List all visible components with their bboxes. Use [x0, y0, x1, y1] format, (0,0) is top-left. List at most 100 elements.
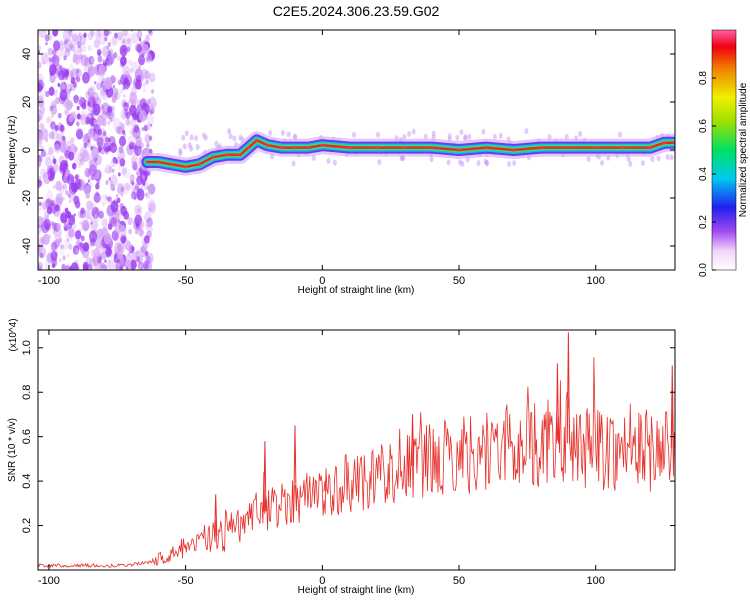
noise-blob: [92, 144, 96, 150]
noise-blob: [100, 251, 107, 260]
noise-blob: [60, 212, 68, 224]
noise-blob: [51, 100, 57, 109]
noise-blob: [446, 159, 451, 166]
spectrogram-ylabel: Frequency (Hz): [7, 116, 18, 185]
noise-blob: [122, 39, 126, 44]
noise-blob: [125, 118, 131, 126]
noise-blob: [119, 158, 126, 167]
colorbar-tick-label: 0.8: [698, 71, 709, 85]
noise-blob: [105, 164, 112, 175]
noise-blob: [66, 173, 75, 186]
noise-blob: [86, 112, 95, 125]
noise-blob: [56, 242, 59, 247]
noise-blob: [142, 181, 146, 186]
noise-blob: [147, 183, 156, 195]
noise-blob: [48, 131, 55, 140]
ridge-point: [594, 146, 598, 150]
noise-blob: [88, 164, 97, 177]
noise-blob: [100, 262, 105, 269]
y-tick-label: -20: [21, 190, 33, 206]
noise-blob: [45, 42, 48, 46]
noise-blob: [76, 105, 80, 111]
noise-blob: [57, 83, 61, 87]
noise-blob: [70, 262, 79, 270]
noise-blob: [38, 265, 41, 270]
noise-blob: [44, 259, 53, 270]
noise-blob: [512, 159, 517, 166]
noise-blob: [147, 30, 153, 34]
noise-blob: [103, 233, 112, 245]
noise-blob: [70, 68, 79, 81]
noise-blob: [61, 135, 66, 141]
snr-ylabel: SNR (10 * v/v): [7, 418, 18, 482]
noise-blob: [124, 32, 131, 42]
noise-blob: [94, 80, 97, 85]
noise-blob: [52, 30, 59, 37]
noise-blob: [83, 32, 87, 38]
noise-blob: [145, 221, 151, 230]
noise-blob: [102, 45, 110, 58]
y-tick-label: 0.4: [21, 473, 33, 488]
noise-blob: [122, 65, 131, 78]
noise-blob: [116, 250, 124, 260]
noise-blob: [147, 171, 150, 176]
noise-blob: [53, 226, 62, 239]
noise-blob: [123, 101, 127, 107]
y-tick-label: -40: [21, 238, 33, 254]
noise-blob: [115, 194, 119, 198]
noise-blob: [53, 40, 61, 51]
noise-blob: [132, 126, 141, 139]
noise-blob: [202, 132, 207, 139]
noise-blob: [600, 159, 605, 166]
noise-blob: [80, 235, 85, 242]
noise-blob: [136, 250, 139, 255]
noise-blob: [63, 30, 67, 33]
noise-blob: [38, 45, 42, 51]
noise-blob: [70, 44, 76, 52]
noise-blob: [54, 125, 59, 132]
noise-blob: [52, 230, 55, 234]
noise-blob: [55, 192, 64, 205]
snr-spike: [410, 414, 415, 466]
noise-blob: [143, 124, 149, 132]
noise-blob: [59, 89, 68, 102]
snr-xlabel: Height of straight line (km): [298, 585, 415, 596]
noise-blob: [143, 235, 150, 244]
noise-blob: [116, 31, 123, 41]
noise-blob: [145, 192, 150, 199]
noise-blob: [151, 89, 155, 94]
noise-blob: [107, 53, 115, 65]
noise-blob: [131, 181, 135, 186]
noise-blob: [114, 91, 120, 100]
ridge-point: [225, 153, 229, 157]
noise-blob: [62, 183, 68, 191]
ridge-point: [246, 146, 251, 150]
y-tick-label: 0.2: [21, 518, 33, 533]
noise-blob: [64, 108, 70, 116]
noise-blob: [131, 157, 137, 165]
noise-blob: [64, 207, 69, 213]
noise-blob: [91, 92, 99, 104]
noise-blob: [42, 60, 46, 65]
noise-blob: [74, 146, 79, 152]
noise-blob: [135, 230, 139, 235]
colorbar-label: Normalized spectral amplitude: [738, 82, 749, 217]
noise-blob: [132, 163, 138, 171]
noise-blob: [65, 100, 73, 111]
noise-blob: [326, 158, 331, 165]
x-tick-label: 0: [319, 575, 325, 587]
noise-blob: [64, 70, 70, 78]
ridge-point: [145, 160, 149, 164]
noise-blob: [81, 150, 90, 162]
noise-blob: [83, 63, 92, 76]
noise-blob: [96, 49, 102, 57]
noise-blob: [137, 208, 141, 214]
noise-blob: [86, 200, 94, 211]
noise-blob: [55, 89, 58, 94]
noise-blob: [88, 128, 95, 138]
noise-blob: [118, 146, 124, 154]
noise-blob: [77, 181, 81, 186]
noise-blob: [79, 221, 82, 225]
noise-blob: [73, 50, 79, 59]
ridge-point: [662, 141, 666, 145]
